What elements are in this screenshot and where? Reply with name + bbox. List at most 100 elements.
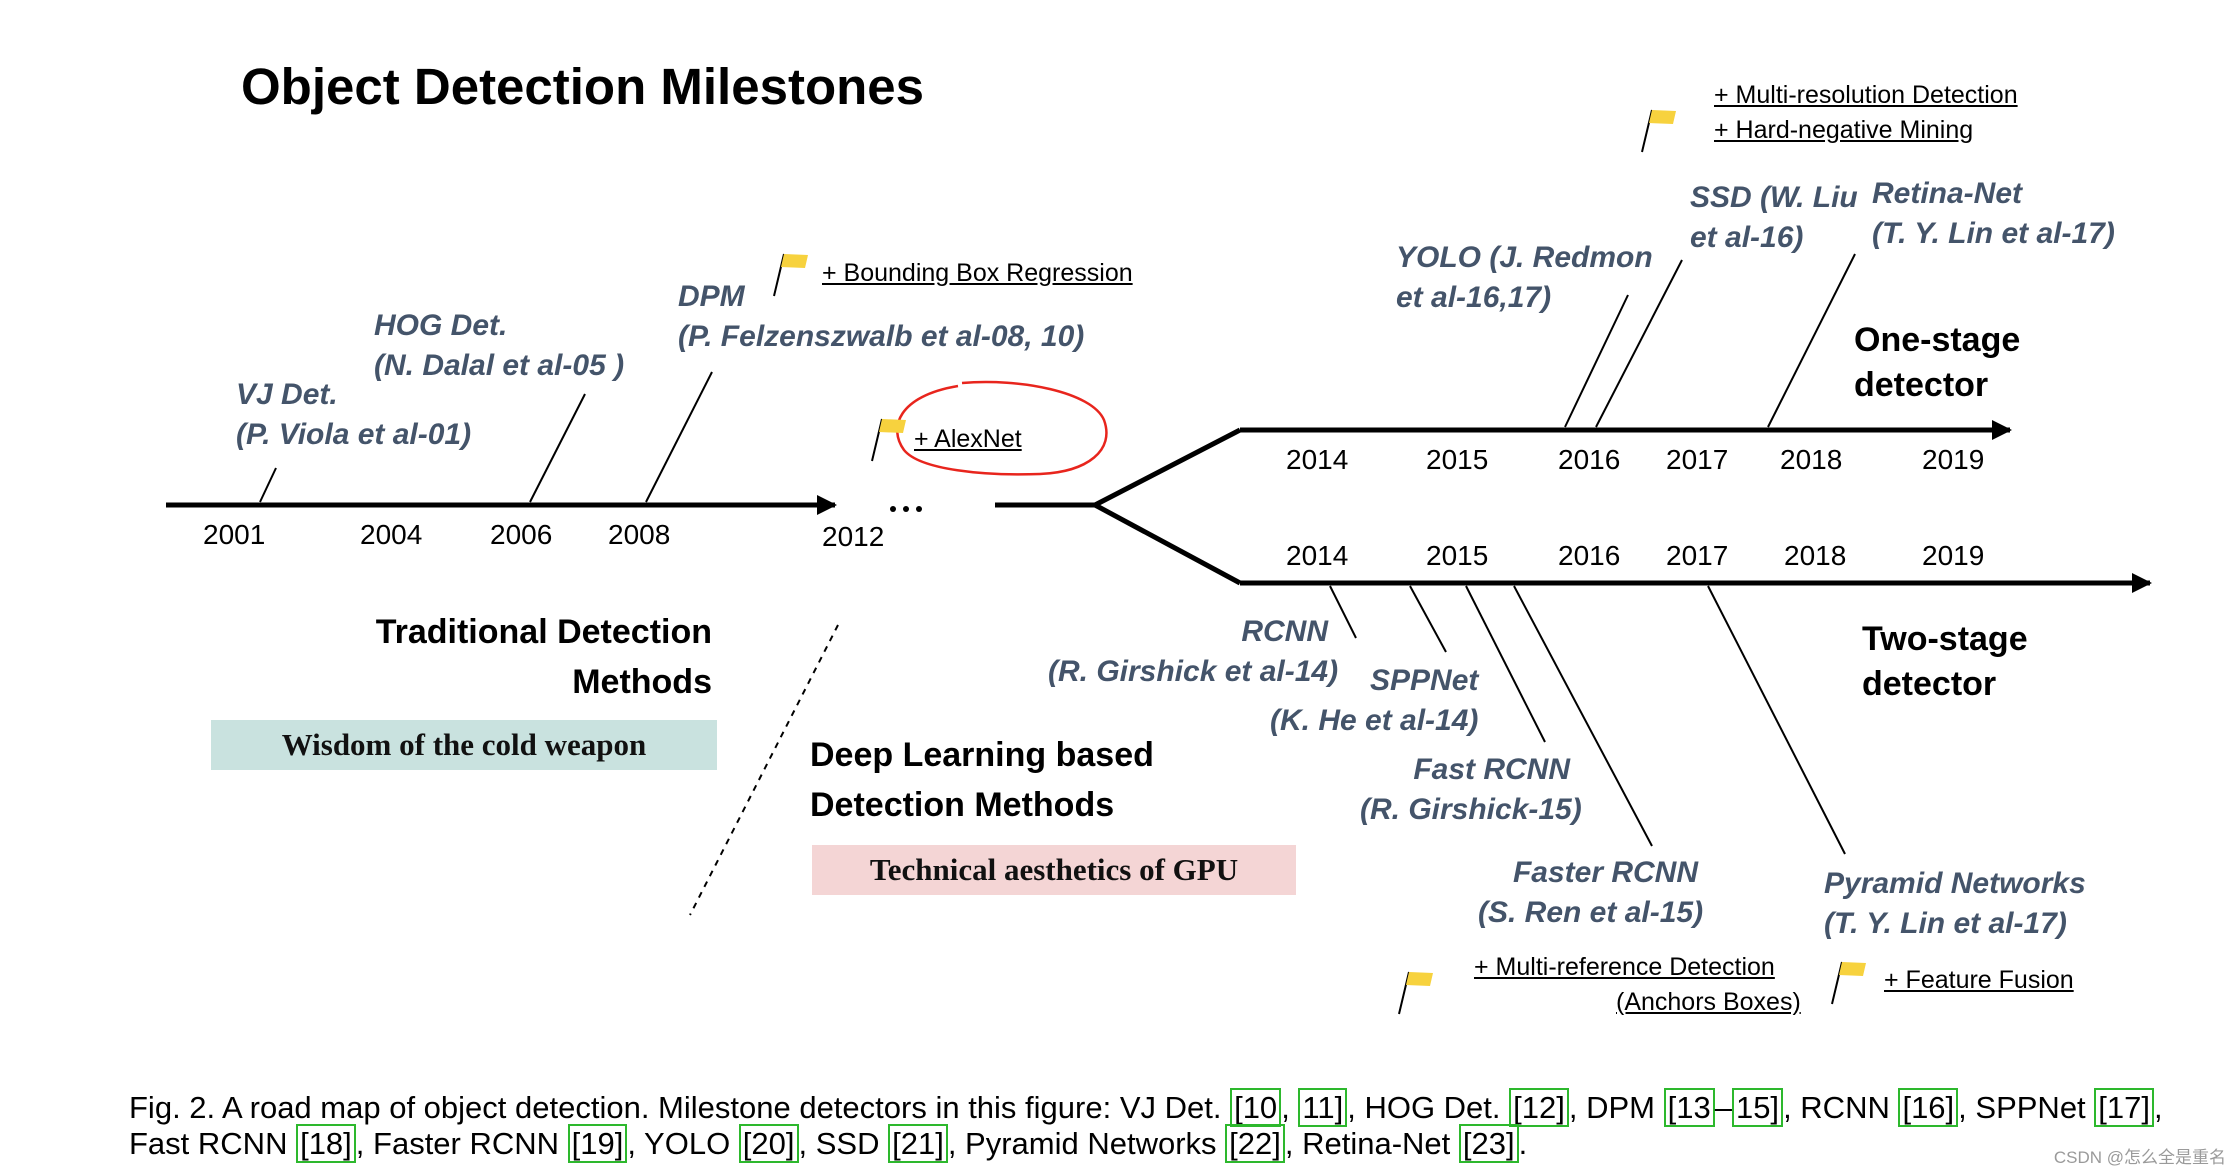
- year-label: 2015: [1426, 540, 1489, 571]
- flag-icon: [871, 418, 906, 462]
- year-label: 2019: [1922, 540, 1985, 571]
- detector-cite: (K. He et al-14): [1270, 704, 1479, 737]
- annotation-alexnet: + AlexNet: [914, 425, 1022, 453]
- deep-learning-heading: Deep Learning based Detection Methods: [810, 730, 1154, 830]
- pointer-ssd: [1595, 259, 1683, 428]
- caption-text: Fig. 2. A road map of object detection. …: [129, 1090, 1231, 1125]
- caption-text: , Faster RCNN: [355, 1126, 568, 1161]
- detector-cite: (R. Girshick et al-14): [1048, 655, 1339, 688]
- caption-ref-link[interactable]: 15]: [1731, 1088, 1784, 1127]
- one-stage-label: One-stage detector: [1854, 318, 2020, 408]
- label-line: Two-stage: [1862, 620, 2028, 658]
- year-label: 2008: [608, 519, 671, 550]
- caption-text: , RCNN: [1783, 1090, 1899, 1125]
- detector-name: RCNN: [1241, 615, 1328, 648]
- year-label: 2018: [1780, 444, 1843, 475]
- caption-ref-link[interactable]: [16]: [1898, 1088, 1959, 1127]
- caption-ref-link[interactable]: [19]: [567, 1124, 628, 1163]
- detector-name: DPM: [678, 280, 745, 313]
- caption-text: , Retina-Net: [1284, 1126, 1459, 1161]
- detector-name: Fast RCNN: [1413, 753, 1570, 786]
- traditional-heading: Traditional Detection Methods: [350, 607, 712, 707]
- figure-caption: Fig. 2. A road map of object detection. …: [129, 1088, 2163, 1163]
- detector-name: VJ Det.: [236, 378, 338, 411]
- label-line: detector: [1854, 366, 1989, 404]
- year-label: 2016: [1558, 540, 1621, 571]
- caption-ref-link[interactable]: [17]: [2094, 1088, 2154, 1127]
- detector-cite: (T. Y. Lin et al-17): [1872, 217, 2115, 250]
- heading-line: Methods: [572, 663, 712, 701]
- pointer-sppnet: [1409, 585, 1447, 653]
- pointer-hog: [529, 393, 586, 503]
- detector-pyramid-networks: Pyramid Networks (T. Y. Lin et al-17): [1824, 864, 2086, 944]
- detector-faster-rcnn: Faster RCNN (S. Ren et al-15): [1478, 853, 1704, 933]
- pointer-fast-rcnn: [1465, 585, 1546, 743]
- detector-cite: et al-16,17): [1396, 281, 1552, 314]
- pointer-retina: [1767, 253, 1856, 428]
- year-label: 2015: [1426, 444, 1489, 475]
- caption-text: Fast RCNN: [129, 1126, 297, 1161]
- one-stage-branch: [1093, 427, 1242, 508]
- year-label: 2004: [360, 519, 423, 550]
- detector-cite: (N. Dalal et al-05 ): [374, 349, 625, 382]
- caption-text: –: [1714, 1090, 1732, 1125]
- detector-cite: (R. Girshick-15): [1360, 793, 1582, 826]
- year-label: 2017: [1666, 540, 1729, 571]
- deep-learning-tagline: Technical aesthetics of GPU: [812, 845, 1296, 895]
- year-label: 2017: [1666, 444, 1729, 475]
- caption-ref-link[interactable]: [20]: [738, 1124, 799, 1163]
- detector-retina-net: Retina-Net (T. Y. Lin et al-17): [1872, 174, 2115, 254]
- detector-name: HOG Det.: [374, 309, 508, 342]
- detector-name: Retina-Net: [1872, 177, 2023, 210]
- caption-ref-link[interactable]: 11]: [1298, 1088, 1348, 1127]
- detector-yolo: YOLO (J. Redmon et al-16,17): [1396, 238, 1653, 318]
- caption-text: .: [1518, 1126, 1528, 1161]
- detector-rcnn: RCNN (R. Girshick et al-14): [1048, 612, 1339, 692]
- detector-fast-rcnn: Fast RCNN (R. Girshick-15): [1360, 750, 1582, 830]
- caption-ref-link[interactable]: [18]: [296, 1124, 356, 1163]
- caption-text: , SPPNet: [1958, 1090, 2095, 1125]
- caption-text: ,: [1281, 1090, 1299, 1125]
- caption-text: , SSD: [798, 1126, 889, 1161]
- detector-hog: HOG Det. (N. Dalal et al-05 ): [374, 306, 624, 386]
- detector-sppnet: SPPNet (K. He et al-14): [1270, 661, 1479, 741]
- heading-line: Deep Learning based: [810, 736, 1154, 774]
- heading-line: Detection Methods: [810, 786, 1115, 824]
- detector-cite: (P. Viola et al-01): [236, 418, 472, 451]
- caption-text: , Pyramid Networks: [947, 1126, 1226, 1161]
- heading-line: Traditional Detection: [375, 613, 712, 651]
- detector-name: Pyramid Networks: [1824, 867, 2086, 900]
- detector-name: Faster RCNN: [1512, 856, 1698, 889]
- year-label: 2001: [203, 519, 266, 550]
- caption-ref-link[interactable]: [22]: [1225, 1124, 1285, 1163]
- annotation-multi-resolution: + Multi-resolution Detection: [1714, 81, 2018, 109]
- traditional-tagline: Wisdom of the cold weapon: [211, 720, 717, 770]
- caption-line-1: Fig. 2. A road map of object detection. …: [129, 1088, 2163, 1127]
- two-stage-label: Two-stage detector: [1862, 617, 2028, 707]
- pointer-rcnn: [1329, 585, 1357, 639]
- label-line: detector: [1862, 665, 1997, 703]
- detector-dpm: DPM (P. Felzenszwalb et al-08, 10): [678, 277, 1084, 357]
- caption-text: , DPM: [1568, 1090, 1664, 1125]
- caption-ref-link[interactable]: [21]: [888, 1124, 948, 1163]
- caption-ref-link[interactable]: [10: [1230, 1088, 1282, 1127]
- flag-icon: [1831, 961, 1866, 1005]
- caption-ref-link[interactable]: [12]: [1509, 1088, 1569, 1127]
- caption-text: ,: [2154, 1090, 2163, 1125]
- detector-cite: (S. Ren et al-15): [1478, 896, 1704, 929]
- year-label: 2014: [1286, 444, 1349, 475]
- caption-ref-link[interactable]: [13: [1663, 1088, 1715, 1127]
- annotation-hard-negative: + Hard-negative Mining: [1714, 116, 1974, 144]
- flag-icon: [1641, 109, 1676, 153]
- detector-cite: et al-16): [1690, 221, 1804, 254]
- detector-name: YOLO (J. Redmon: [1396, 241, 1653, 274]
- caption-ref-link[interactable]: [23]: [1458, 1124, 1519, 1163]
- two-stage-branch: [1093, 502, 1242, 586]
- year-label: 2006: [490, 519, 553, 550]
- pointer-yolo: [1564, 294, 1629, 428]
- annotation-bbox-regression: + Bounding Box Regression: [822, 259, 1133, 287]
- year-label: 2019: [1922, 444, 1985, 475]
- caption-text: , YOLO: [627, 1126, 739, 1161]
